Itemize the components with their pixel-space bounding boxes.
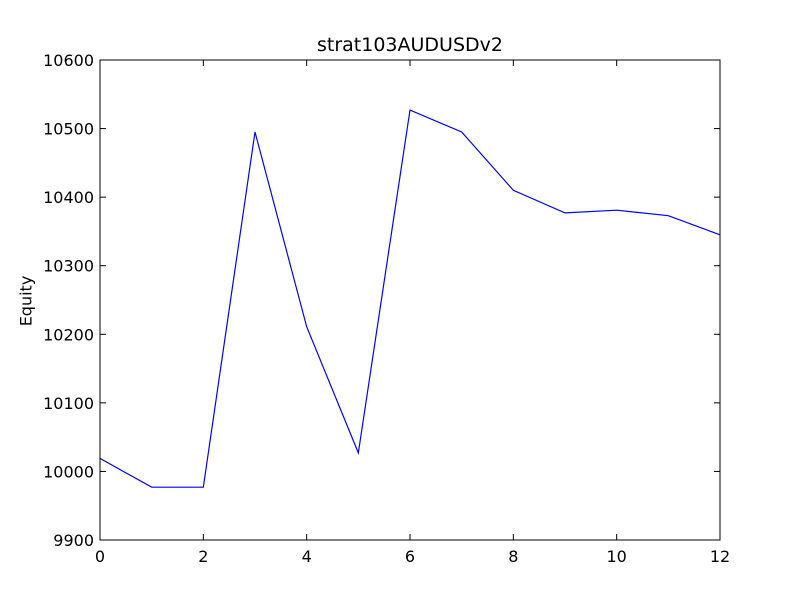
y-tick-label: 10000	[43, 462, 94, 481]
x-tick-label: 0	[95, 547, 105, 566]
x-tick-label: 6	[405, 547, 415, 566]
series-layer	[99, 109, 721, 488]
y-tick-label: 10500	[43, 120, 94, 139]
x-tick-label: 4	[302, 547, 312, 566]
y-tick-label: 10400	[43, 188, 94, 207]
y-tick-label: 9900	[53, 531, 94, 550]
y-tick-label: 10200	[43, 325, 94, 344]
y-tick-label: 10100	[43, 394, 94, 413]
x-tick-label: 12	[710, 547, 730, 566]
series-line-0	[99, 109, 721, 488]
chart-title: strat103AUDUSDv2	[317, 34, 503, 56]
x-tick-label: 2	[198, 547, 208, 566]
plot-frame	[99, 59, 721, 541]
x-tick-label: 10	[606, 547, 626, 566]
axis-ticks: 0 2 4 6 8 10 12 9900 10000 10100 10200 10300 10400 10…	[43, 51, 730, 566]
y-tick-label: 10300	[43, 257, 94, 276]
x-tick-label: 8	[508, 547, 518, 566]
y-tick-label: 10600	[43, 51, 94, 70]
